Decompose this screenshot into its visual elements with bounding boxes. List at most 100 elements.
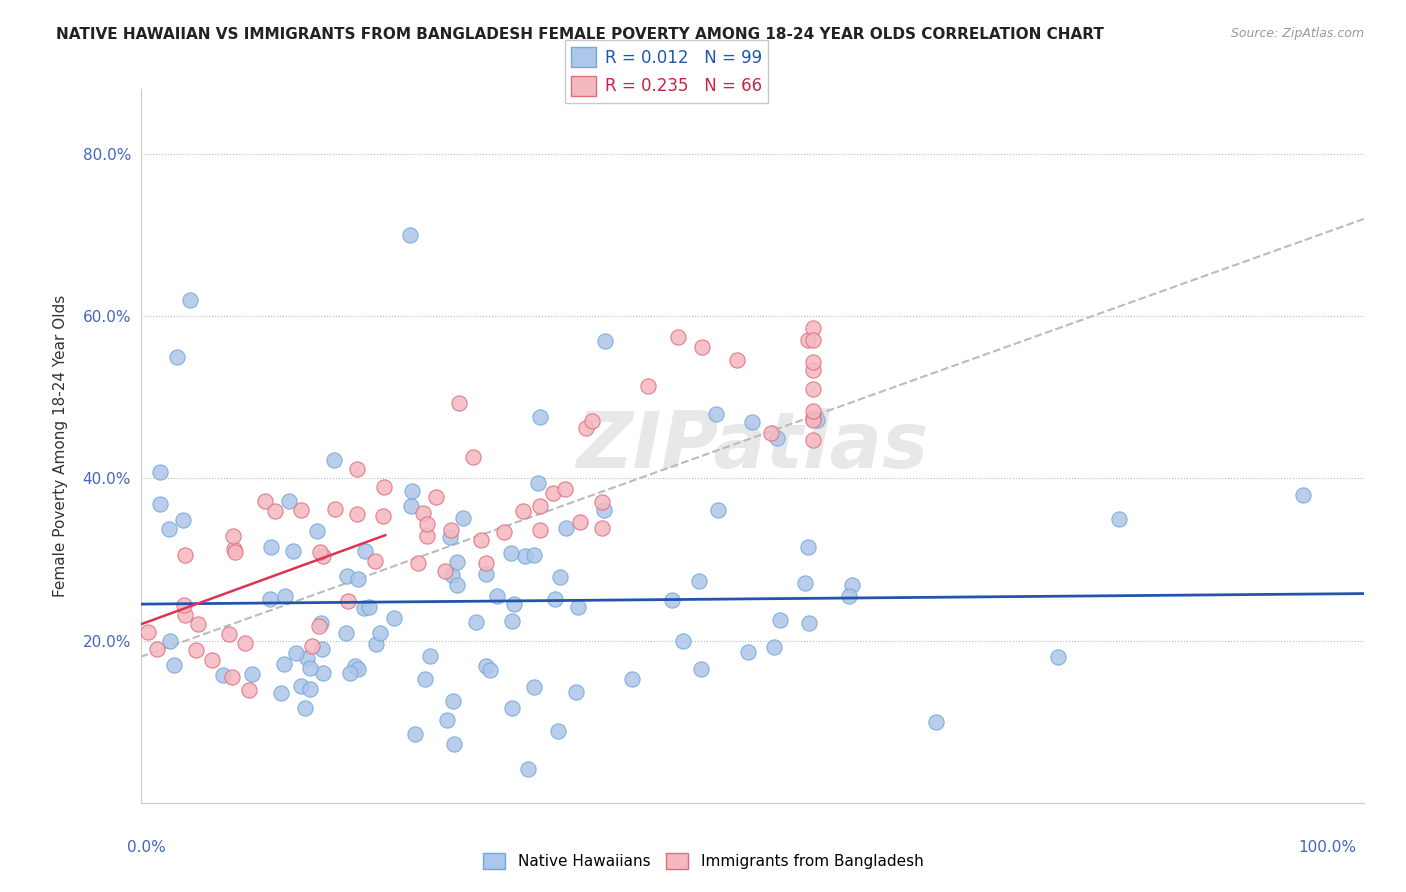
Point	[354, 544, 377, 558]
Point	[803, 354, 825, 368]
Point	[567, 600, 589, 615]
Point	[222, 529, 245, 543]
Point	[399, 500, 422, 514]
Point	[529, 500, 551, 514]
Point	[544, 591, 567, 606]
Point	[344, 659, 367, 673]
Point	[173, 598, 195, 612]
Point	[1046, 649, 1069, 664]
Point	[382, 611, 405, 625]
Point	[311, 616, 333, 631]
Point	[523, 548, 546, 562]
Point	[803, 333, 825, 347]
Point	[305, 524, 328, 538]
Point	[439, 530, 461, 544]
Point	[312, 665, 335, 680]
Point	[706, 502, 728, 516]
Point	[425, 490, 447, 504]
Point	[274, 589, 297, 603]
Point	[370, 625, 392, 640]
Point	[253, 494, 276, 508]
Point	[769, 613, 792, 627]
Point	[474, 658, 496, 673]
Point	[591, 521, 613, 535]
Point	[591, 495, 613, 509]
Point	[346, 462, 368, 476]
Point	[517, 762, 540, 776]
Point	[803, 382, 825, 396]
Point	[595, 334, 617, 348]
Point	[464, 615, 486, 629]
Point	[416, 516, 439, 531]
Point	[159, 522, 181, 536]
Point	[704, 407, 727, 421]
Point	[925, 714, 948, 729]
Point	[322, 453, 344, 467]
Point	[259, 591, 281, 606]
Point	[159, 634, 181, 648]
Legend: R = 0.012   N = 99, R = 0.235   N = 66: R = 0.012 N = 99, R = 0.235 N = 66	[565, 40, 769, 103]
Point	[446, 578, 468, 592]
Point	[485, 589, 508, 603]
Point	[803, 404, 825, 418]
Point	[803, 413, 825, 427]
Point	[309, 544, 332, 558]
Point	[301, 639, 323, 653]
Point	[796, 334, 818, 348]
Point	[737, 645, 759, 659]
Point	[146, 642, 169, 657]
Point	[218, 627, 240, 641]
Point	[441, 694, 464, 708]
Point	[436, 714, 458, 728]
Point	[463, 450, 485, 464]
Point	[479, 663, 502, 677]
Point	[841, 577, 863, 591]
Point	[273, 657, 295, 671]
Point	[434, 564, 457, 578]
Point	[346, 661, 368, 675]
Point	[308, 619, 330, 633]
Point	[838, 589, 860, 603]
Point	[725, 353, 748, 368]
Point	[1108, 512, 1130, 526]
Point	[283, 544, 305, 558]
Point	[264, 504, 287, 518]
Text: ZIPatlas: ZIPatlas	[576, 408, 928, 484]
Point	[364, 637, 387, 651]
Point	[224, 544, 246, 558]
Point	[412, 506, 434, 520]
Point	[238, 682, 260, 697]
Point	[661, 593, 683, 607]
Point	[453, 510, 475, 524]
Point	[593, 503, 616, 517]
Point	[803, 321, 825, 335]
Point	[501, 546, 523, 560]
Text: 0.0%: 0.0%	[127, 840, 166, 855]
Point	[371, 508, 394, 523]
Point	[233, 635, 256, 649]
Point	[149, 497, 172, 511]
Point	[224, 541, 246, 556]
Point	[298, 660, 321, 674]
Point	[492, 524, 515, 539]
Point	[404, 727, 426, 741]
Point	[548, 569, 571, 583]
Point	[179, 293, 201, 307]
Point	[260, 540, 283, 554]
Point	[741, 415, 763, 429]
Point	[186, 643, 208, 657]
Point	[163, 658, 186, 673]
Point	[446, 555, 468, 569]
Point	[554, 482, 576, 496]
Point	[523, 680, 546, 694]
Point	[346, 507, 368, 521]
Text: NATIVE HAWAIIAN VS IMMIGRANTS FROM BANGLADESH FEMALE POVERTY AMONG 18-24 YEAR OL: NATIVE HAWAIIAN VS IMMIGRANTS FROM BANGL…	[56, 27, 1104, 42]
Point	[336, 569, 359, 583]
Point	[353, 601, 375, 615]
Text: Source: ZipAtlas.com: Source: ZipAtlas.com	[1230, 27, 1364, 40]
Point	[406, 556, 429, 570]
Point	[440, 523, 463, 537]
Point	[671, 634, 693, 648]
Point	[797, 615, 820, 630]
Point	[501, 701, 523, 715]
